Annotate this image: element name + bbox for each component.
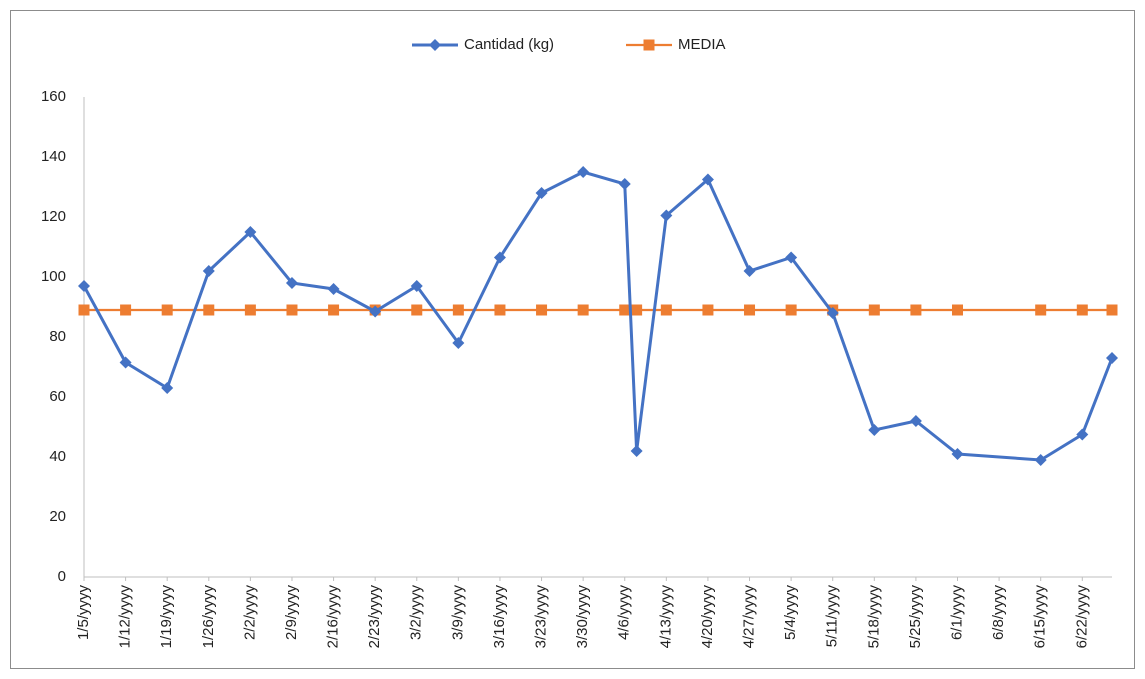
data-point bbox=[493, 251, 506, 264]
data-point bbox=[868, 424, 881, 436]
data-point bbox=[909, 415, 922, 427]
data-point bbox=[452, 304, 464, 316]
data-point bbox=[660, 304, 672, 316]
y-tick-label: 60 bbox=[49, 388, 66, 405]
data-point bbox=[951, 448, 964, 460]
x-tick-label: 3/2/yyyy bbox=[408, 585, 425, 641]
data-point bbox=[1076, 304, 1088, 316]
data-point bbox=[452, 337, 465, 349]
data-point bbox=[410, 280, 423, 292]
data-point bbox=[577, 166, 590, 178]
data-point bbox=[536, 304, 548, 316]
data-point bbox=[785, 251, 798, 264]
x-tick-label: 2/2/yyyy bbox=[241, 585, 258, 641]
y-tick-label: 100 bbox=[41, 268, 66, 285]
x-tick-label: 2/23/yyyy bbox=[366, 585, 383, 649]
series-line bbox=[82, 170, 1114, 462]
data-point bbox=[1106, 352, 1118, 364]
x-tick-label: 6/1/yyyy bbox=[948, 585, 965, 641]
data-point bbox=[411, 304, 423, 316]
data-point bbox=[952, 304, 964, 316]
data-point bbox=[701, 173, 714, 186]
data-point bbox=[826, 307, 839, 319]
data-point bbox=[327, 283, 340, 295]
data-point bbox=[1106, 304, 1118, 316]
data-point bbox=[868, 304, 880, 316]
y-tick-label: 80 bbox=[49, 328, 66, 345]
x-tick-label: 5/11/yyyy bbox=[824, 585, 841, 648]
legend-label: Cantidad (kg) bbox=[464, 36, 554, 53]
x-tick-label: 4/13/yyyy bbox=[657, 585, 674, 649]
x-tick-label: 4/20/yyyy bbox=[699, 585, 716, 649]
data-point bbox=[1035, 304, 1047, 316]
y-tick-label: 160 bbox=[41, 88, 66, 105]
y-tick-label: 0 bbox=[58, 568, 66, 585]
data-point bbox=[744, 304, 756, 316]
x-tick-label: 6/22/yyyy bbox=[1073, 585, 1090, 649]
x-tick-label: 3/23/yyyy bbox=[533, 585, 550, 649]
data-point bbox=[202, 265, 215, 277]
x-tick-label: 2/9/yyyy bbox=[283, 585, 300, 641]
x-tick-label: 6/8/yyyy bbox=[990, 585, 1007, 641]
data-point bbox=[1076, 428, 1089, 441]
x-tick-label: 1/5/yyyy bbox=[75, 585, 92, 641]
data-point bbox=[702, 304, 714, 316]
data-point bbox=[78, 304, 90, 316]
data-point bbox=[619, 304, 631, 316]
legend-marker bbox=[429, 39, 441, 51]
data-point bbox=[630, 445, 643, 457]
y-tick-label: 40 bbox=[49, 448, 66, 465]
data-point bbox=[161, 382, 174, 394]
chart-border bbox=[10, 10, 1135, 669]
data-point bbox=[743, 265, 756, 277]
data-point bbox=[785, 304, 797, 316]
x-tick-label: 1/12/yyyy bbox=[117, 585, 134, 649]
data-point bbox=[161, 304, 173, 316]
data-point bbox=[244, 226, 257, 238]
y-tick-label: 20 bbox=[49, 508, 66, 525]
x-tick-label: 1/26/yyyy bbox=[200, 585, 217, 649]
x-tick-label: 3/9/yyyy bbox=[449, 585, 466, 641]
legend-label: MEDIA bbox=[678, 36, 726, 53]
data-point bbox=[286, 304, 298, 316]
data-point bbox=[577, 304, 589, 316]
x-tick-label: 1/19/yyyy bbox=[158, 585, 175, 649]
x-tick-label: 3/16/yyyy bbox=[491, 585, 508, 649]
data-point bbox=[120, 304, 132, 316]
x-tick-label: 5/4/yyyy bbox=[782, 585, 799, 641]
data-point bbox=[1034, 454, 1047, 466]
y-tick-label: 140 bbox=[41, 148, 66, 165]
x-tick-label: 4/6/yyyy bbox=[616, 585, 633, 641]
legend-marker bbox=[643, 39, 655, 51]
data-point bbox=[369, 305, 382, 318]
data-point bbox=[618, 178, 631, 190]
x-tick-label: 3/30/yyyy bbox=[574, 585, 591, 649]
data-point bbox=[119, 356, 132, 369]
x-tick-label: 5/18/yyyy bbox=[865, 585, 882, 649]
data-point bbox=[494, 304, 506, 316]
data-point bbox=[328, 304, 340, 316]
x-tick-label: 5/25/yyyy bbox=[907, 585, 924, 649]
x-tick-label: 6/15/yyyy bbox=[1032, 585, 1049, 649]
data-point bbox=[244, 304, 256, 316]
data-point bbox=[285, 277, 298, 289]
data-point bbox=[910, 304, 922, 316]
data-point bbox=[631, 304, 643, 316]
data-point bbox=[535, 187, 548, 199]
data-point bbox=[78, 280, 90, 292]
data-point bbox=[203, 304, 215, 316]
data-point bbox=[660, 209, 673, 222]
x-tick-label: 2/16/yyyy bbox=[325, 585, 342, 649]
x-tick-label: 4/27/yyyy bbox=[740, 585, 757, 649]
y-tick-label: 120 bbox=[41, 208, 66, 225]
